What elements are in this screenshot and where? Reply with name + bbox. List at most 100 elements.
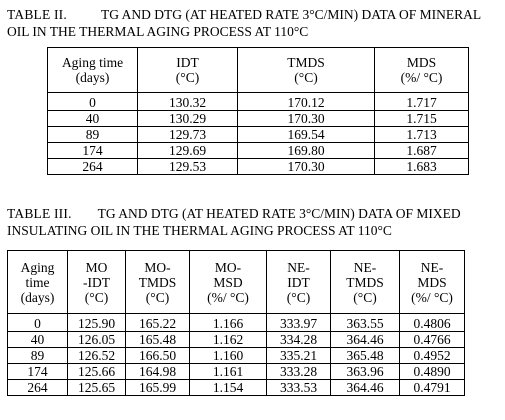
table-row: 89 129.73 169.54 1.713 bbox=[47, 126, 469, 143]
table-iii-caption: TABLE III. TG AND DTG (AT HEATED RATE 3°C… bbox=[7, 205, 461, 239]
table-cell: 125.65 bbox=[67, 379, 126, 396]
table-cell: 0.4766 bbox=[399, 331, 465, 348]
table-row: 0 125.90 165.22 1.166 333.97 363.55 0.4806 bbox=[7, 313, 465, 332]
table-cell: 129.73 bbox=[137, 126, 238, 143]
table-ii-caption-line1: TABLE II. TG AND DTG (AT HEATED RATE 3°C/… bbox=[7, 6, 481, 23]
table-ii-header-cell: MDS (%/ °C) bbox=[374, 47, 469, 93]
table-cell: 174 bbox=[47, 142, 138, 159]
table-iii-header-cell: MO -IDT (°C) bbox=[67, 250, 126, 314]
header-line: (days) bbox=[75, 70, 110, 85]
table-cell: 0 bbox=[47, 92, 138, 111]
table-cell: 364.46 bbox=[330, 331, 400, 348]
table-cell: 126.52 bbox=[67, 347, 126, 364]
table-cell: 0.4806 bbox=[399, 313, 465, 332]
table-iii-body: 0 125.90 165.22 1.166 333.97 363.55 0.4806 40 12… bbox=[7, 313, 465, 396]
table-ii: Aging time (days) IDT (°C) TMDS (°C) MDS (%/… bbox=[47, 47, 469, 175]
table-cell: 166.50 bbox=[125, 347, 190, 364]
header-line: MO- bbox=[144, 259, 171, 275]
table-iii-header: Aging time (days) MO -IDT (°C) MO- TMDS (°C) M… bbox=[7, 250, 465, 314]
table-cell: 264 bbox=[7, 379, 68, 396]
table-row: 174 125.66 164.98 1.161 333.28 363.96 0.4890 bbox=[7, 363, 465, 380]
table-ii-body: 0 130.32 170.12 1.717 40 130.29 170.30 1.715 89 1… bbox=[47, 92, 469, 175]
table-ii-caption-line2: OIL IN THE THERMAL AGING PROCESS AT 110°… bbox=[7, 24, 309, 39]
table-cell: 0.4890 bbox=[399, 363, 465, 380]
table-cell: 1.715 bbox=[374, 110, 469, 127]
table-cell: 129.53 bbox=[137, 158, 238, 175]
table-cell: 364.46 bbox=[330, 379, 400, 396]
header-line: (°C) bbox=[294, 70, 318, 85]
table-cell: 169.54 bbox=[237, 126, 375, 143]
table-cell: 333.53 bbox=[266, 379, 331, 396]
table-cell: 333.97 bbox=[266, 313, 331, 332]
header-line: (°C) bbox=[353, 289, 377, 305]
table-iii-caption-text: TG AND DTG (AT HEATED RATE 3°C/MIN) DATA… bbox=[97, 206, 461, 221]
table-ii-caption: TABLE II. TG AND DTG (AT HEATED RATE 3°C/… bbox=[7, 6, 481, 40]
header-line: NE- bbox=[287, 259, 310, 275]
table-cell: 264 bbox=[47, 158, 138, 175]
table-cell: 169.80 bbox=[237, 142, 375, 159]
table-cell: 165.48 bbox=[125, 331, 190, 348]
table-cell: 1.713 bbox=[374, 126, 469, 143]
table-ii-header: Aging time (days) IDT (°C) TMDS (°C) MDS (%/… bbox=[47, 47, 469, 93]
table-cell: 0.4791 bbox=[399, 379, 465, 396]
table-row: 89 126.52 166.50 1.160 335.21 365.48 0.4952 bbox=[7, 347, 465, 364]
table-cell: 0.4952 bbox=[399, 347, 465, 364]
table-cell: 1.154 bbox=[189, 379, 267, 396]
table-row: 174 129.69 169.80 1.687 bbox=[47, 142, 469, 159]
table-ii-header-cell: IDT (°C) bbox=[137, 47, 238, 93]
header-line: (%/ °C) bbox=[411, 289, 453, 305]
table-iii-header-row: Aging time (days) MO -IDT (°C) MO- TMDS (°C) M… bbox=[7, 250, 465, 314]
header-line: (days) bbox=[20, 289, 55, 305]
table-cell: 89 bbox=[47, 126, 138, 143]
header-line: IDT bbox=[287, 274, 310, 290]
table-cell: 125.90 bbox=[67, 313, 126, 332]
table-row: 40 126.05 165.48 1.162 334.28 364.46 0.4766 bbox=[7, 331, 465, 348]
table-iii-header-cell: NE- MDS (%/ °C) bbox=[399, 250, 465, 314]
table-ii-label: TABLE II. bbox=[7, 7, 67, 22]
table-cell: 1.166 bbox=[189, 313, 267, 332]
header-line: (°C) bbox=[84, 289, 109, 305]
table-cell: 130.29 bbox=[137, 110, 238, 127]
table-iii-header-cell: NE- TMDS (°C) bbox=[330, 250, 400, 314]
table-cell: 89 bbox=[7, 347, 68, 364]
table-cell: 1.162 bbox=[189, 331, 267, 348]
table-iii-caption-line2: INSULATING OIL IN THE THERMAL AGING PROC… bbox=[7, 223, 392, 238]
header-line: MSD bbox=[213, 274, 243, 290]
table-cell: 365.48 bbox=[330, 347, 400, 364]
header-line: TMDS bbox=[287, 55, 325, 70]
table-cell: 363.96 bbox=[330, 363, 400, 380]
table-iii-header-cell: Aging time (days) bbox=[7, 250, 68, 314]
header-line: (°C) bbox=[145, 289, 170, 305]
table-cell: 1.161 bbox=[189, 363, 267, 380]
header-line: -IDT bbox=[83, 274, 110, 290]
header-line: TMDS bbox=[138, 274, 177, 290]
table-cell: 1.683 bbox=[374, 158, 469, 175]
table-iii-header-cell: MO- TMDS (°C) bbox=[125, 250, 190, 314]
header-line: IDT bbox=[176, 55, 199, 70]
table-row: 0 130.32 170.12 1.717 bbox=[47, 92, 469, 111]
table-ii-caption-text: TG AND DTG (AT HEATED RATE 3°C/MIN) DATA… bbox=[100, 7, 482, 22]
table-iii: Aging time (days) MO -IDT (°C) MO- TMDS (°C) M… bbox=[7, 250, 465, 396]
header-line: (°C) bbox=[286, 289, 311, 305]
table-cell: 40 bbox=[7, 331, 68, 348]
table-cell: 130.32 bbox=[137, 92, 238, 111]
table-cell: 164.98 bbox=[125, 363, 190, 380]
table-cell: 170.30 bbox=[237, 110, 375, 127]
header-line: time bbox=[25, 274, 50, 290]
header-line: MDS bbox=[417, 274, 447, 290]
header-line: MO bbox=[85, 259, 108, 275]
table-cell: 363.55 bbox=[330, 313, 400, 332]
table-ii-header-row: Aging time (days) IDT (°C) TMDS (°C) MDS (%/… bbox=[47, 47, 469, 93]
table-cell: 1.160 bbox=[189, 347, 267, 364]
table-cell: 1.687 bbox=[374, 142, 469, 159]
table-cell: 129.69 bbox=[137, 142, 238, 159]
table-cell: 174 bbox=[7, 363, 68, 380]
header-line: NE- bbox=[353, 259, 377, 275]
table-row: 40 130.29 170.30 1.715 bbox=[47, 110, 469, 127]
header-line: (%/ °C) bbox=[400, 70, 443, 85]
table-cell: 333.28 bbox=[266, 363, 331, 380]
table-cell: 165.99 bbox=[125, 379, 190, 396]
table-iii-label: TABLE III. bbox=[7, 206, 72, 221]
table-cell: 0 bbox=[7, 313, 68, 332]
table-cell: 1.717 bbox=[374, 92, 469, 111]
